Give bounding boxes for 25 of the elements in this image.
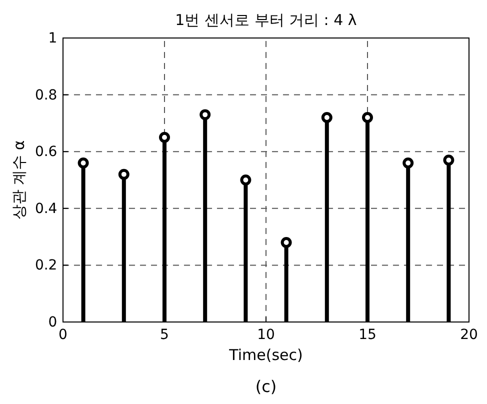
y-tick-label: 0 <box>48 314 58 330</box>
chart-title: 1번 센서로 부터 거리 : 4 λ <box>175 11 357 29</box>
y-axis-title: 상관 계수 α <box>10 140 28 220</box>
point <box>443 154 454 166</box>
x-axis-title: Time(sec) <box>228 346 303 364</box>
x-tick-label: 20 <box>460 327 478 343</box>
x-tick-label: 15 <box>358 327 376 343</box>
point <box>321 112 332 123</box>
point <box>280 237 292 248</box>
point <box>118 168 130 180</box>
y-tick-label: 0.6 <box>34 144 58 160</box>
x-tick-label: 10 <box>257 327 275 343</box>
x-tick-label: 5 <box>160 327 169 343</box>
point <box>362 112 373 123</box>
point <box>240 174 252 186</box>
point <box>78 157 89 168</box>
y-tick-label: 0.4 <box>34 200 58 217</box>
x-tick-label: 0 <box>58 327 68 343</box>
y-tick-label: 0.2 <box>34 258 58 274</box>
y-tick-label: 1 <box>48 30 58 46</box>
point <box>159 132 170 143</box>
point <box>200 109 211 120</box>
point <box>402 157 414 168</box>
text: (c) <box>255 377 277 396</box>
y-tick-label: 0.8 <box>34 87 58 104</box>
